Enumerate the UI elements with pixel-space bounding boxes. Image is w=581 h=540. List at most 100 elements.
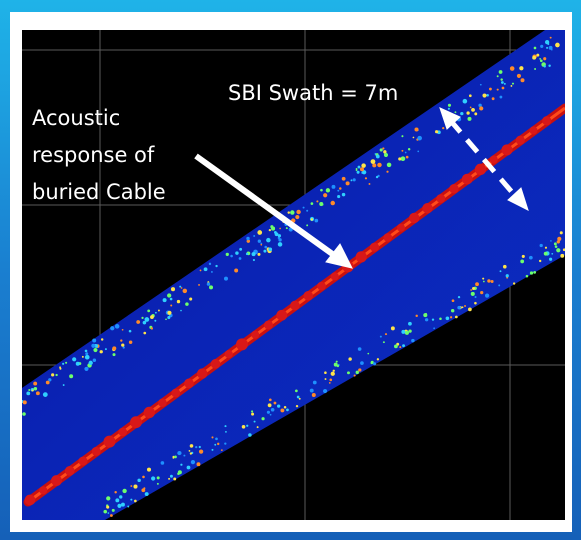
speckle	[499, 96, 502, 99]
speckle	[137, 479, 140, 482]
cable-blob	[171, 389, 180, 398]
speckle	[342, 177, 346, 181]
speckle	[178, 470, 182, 474]
speckle	[500, 270, 502, 272]
cable-blob	[529, 126, 537, 134]
speckle	[448, 108, 450, 110]
cable-blob	[290, 301, 300, 311]
speckle	[475, 296, 477, 298]
speckle	[512, 83, 514, 85]
speckle	[36, 391, 40, 395]
speckle	[331, 201, 336, 206]
speckle	[432, 319, 434, 321]
cable-label: Acoustic	[32, 106, 120, 130]
speckle	[480, 84, 482, 86]
speckle	[375, 153, 377, 155]
cable-blob	[303, 291, 313, 301]
speckle	[316, 200, 318, 202]
speckle	[263, 250, 266, 253]
speckle	[519, 66, 523, 70]
speckle	[532, 56, 536, 60]
cable-blob	[92, 447, 101, 456]
speckle	[59, 368, 61, 370]
speckle	[224, 425, 226, 427]
speckle	[84, 367, 88, 371]
speckle	[425, 318, 428, 321]
speckle	[180, 464, 182, 466]
speckle	[295, 389, 298, 392]
speckle	[215, 265, 217, 267]
speckle	[342, 193, 345, 196]
speckle	[85, 350, 88, 353]
cable-blob	[356, 251, 367, 262]
speckle	[373, 362, 376, 365]
speckle	[89, 361, 93, 365]
speckle	[296, 210, 300, 214]
speckle	[106, 506, 109, 509]
speckle	[346, 181, 350, 185]
cable-blob	[501, 144, 512, 155]
speckle	[339, 187, 342, 190]
cable-blob	[197, 368, 207, 378]
speckle	[211, 271, 213, 273]
speckle	[183, 289, 187, 293]
speckle	[306, 210, 308, 212]
speckle	[246, 253, 248, 255]
speckle	[28, 389, 30, 391]
speckle	[105, 348, 107, 350]
speckle	[358, 166, 361, 169]
speckle	[433, 327, 435, 329]
speckle	[482, 93, 486, 97]
speckle	[348, 357, 351, 360]
speckle	[357, 171, 360, 174]
speckle	[377, 358, 379, 360]
speckle	[157, 476, 160, 479]
speckle	[32, 389, 34, 391]
speckle	[286, 227, 288, 229]
speckle	[332, 185, 336, 189]
speckle	[284, 406, 286, 408]
speckle	[151, 327, 153, 329]
speckle	[313, 381, 317, 385]
speckle	[253, 235, 255, 237]
speckle	[112, 353, 115, 356]
cable-blob	[462, 174, 473, 185]
speckle	[112, 346, 116, 350]
speckle	[474, 302, 477, 305]
speckle	[136, 320, 140, 324]
speckle	[423, 313, 427, 317]
speckle	[106, 496, 110, 500]
speckle	[320, 189, 323, 192]
speckle	[209, 285, 213, 289]
speckle	[334, 363, 338, 367]
speckle	[183, 455, 185, 457]
speckle	[93, 348, 97, 352]
speckle	[469, 94, 472, 97]
cable-blob	[490, 156, 498, 164]
speckle	[246, 237, 249, 240]
speckle	[271, 408, 275, 412]
speckle	[199, 446, 201, 448]
speckle	[107, 512, 109, 514]
speckle	[405, 331, 409, 335]
speckle	[230, 255, 233, 258]
speckle	[260, 244, 262, 246]
speckle	[470, 107, 472, 109]
speckle	[117, 504, 121, 508]
speckle	[72, 357, 76, 361]
speckle	[224, 442, 226, 444]
speckle	[319, 202, 323, 206]
speckle	[446, 316, 450, 320]
page: {"image": {"swath_label": "SBI Swath = 7…	[0, 0, 581, 540]
speckle	[560, 254, 564, 258]
speckle	[498, 284, 500, 286]
speckle	[365, 177, 367, 179]
cable-blob	[276, 310, 287, 321]
speckle	[224, 277, 228, 281]
speckle	[115, 324, 120, 329]
speckle	[110, 514, 113, 517]
speckle	[150, 315, 154, 319]
speckle	[545, 247, 547, 249]
speckle	[141, 317, 143, 319]
speckle	[69, 374, 73, 378]
